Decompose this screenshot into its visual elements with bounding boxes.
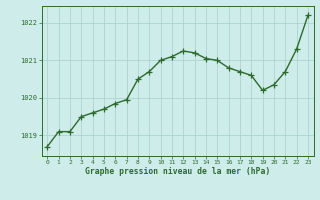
X-axis label: Graphe pression niveau de la mer (hPa): Graphe pression niveau de la mer (hPa) [85,167,270,176]
